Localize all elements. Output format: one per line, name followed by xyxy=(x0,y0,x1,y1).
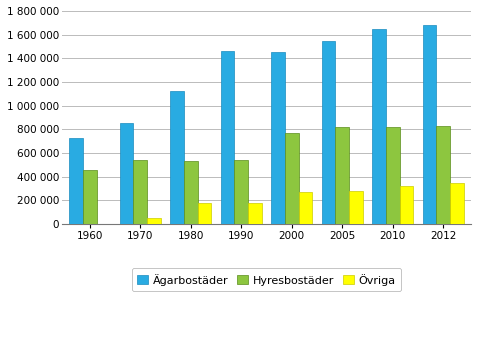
Bar xyxy=(336,127,349,224)
Bar xyxy=(248,203,262,224)
Bar xyxy=(299,192,312,224)
Bar xyxy=(386,127,400,224)
Bar xyxy=(83,169,97,224)
Legend: Ägarbostäder, Hyresbostäder, Övriga: Ägarbostäder, Hyresbostäder, Övriga xyxy=(131,268,402,291)
Bar xyxy=(436,126,450,224)
Bar xyxy=(197,203,211,224)
Bar xyxy=(133,160,147,224)
Bar xyxy=(322,41,336,224)
Bar xyxy=(285,133,299,224)
Bar xyxy=(234,160,248,224)
Bar xyxy=(423,25,436,224)
Bar xyxy=(450,183,464,224)
Bar xyxy=(170,91,184,224)
Bar xyxy=(400,186,413,224)
Bar xyxy=(372,29,386,224)
Bar xyxy=(184,161,197,224)
Bar xyxy=(69,138,83,224)
Bar xyxy=(221,50,234,224)
Bar xyxy=(349,191,363,224)
Bar xyxy=(147,218,161,224)
Bar xyxy=(120,123,133,224)
Bar xyxy=(272,53,285,224)
